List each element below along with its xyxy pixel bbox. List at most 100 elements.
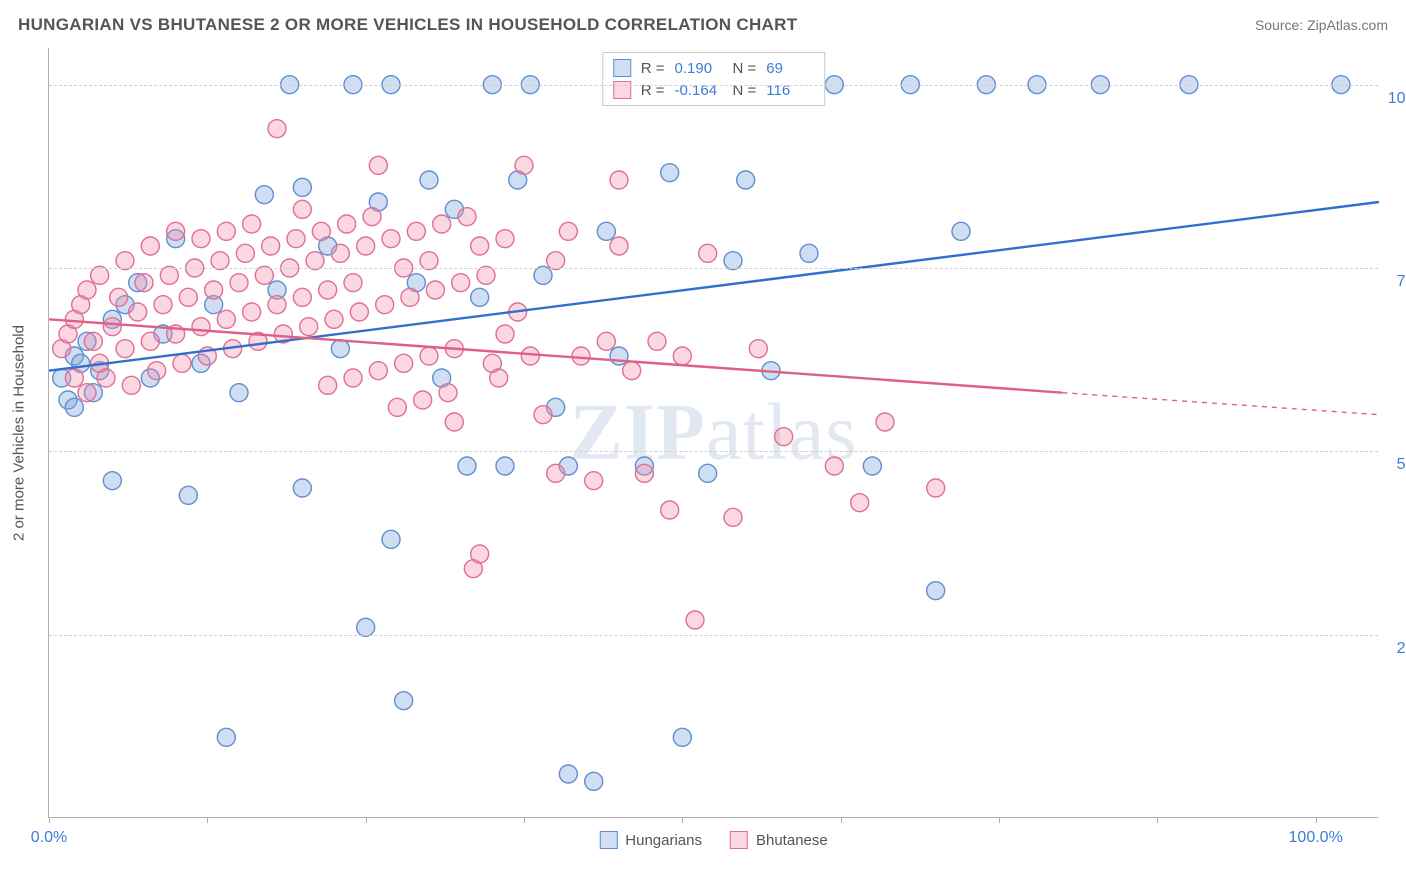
data-point bbox=[673, 728, 691, 746]
data-point bbox=[724, 508, 742, 526]
data-point bbox=[217, 728, 235, 746]
data-point bbox=[661, 164, 679, 182]
x-tick bbox=[1316, 817, 1317, 823]
data-point bbox=[350, 303, 368, 321]
data-point bbox=[154, 296, 172, 314]
x-tick bbox=[207, 817, 208, 823]
data-point bbox=[395, 354, 413, 372]
data-point bbox=[661, 501, 679, 519]
data-point bbox=[135, 274, 153, 292]
x-tick bbox=[49, 817, 50, 823]
data-point bbox=[737, 171, 755, 189]
data-point bbox=[363, 208, 381, 226]
data-point bbox=[610, 237, 628, 255]
data-point bbox=[312, 222, 330, 240]
y-tick-label: 50.0% bbox=[1397, 456, 1406, 474]
gridline-h bbox=[49, 635, 1378, 636]
data-point bbox=[217, 310, 235, 328]
data-point bbox=[420, 171, 438, 189]
data-point bbox=[122, 376, 140, 394]
legend-series: Hungarians Bhutanese bbox=[599, 831, 827, 849]
data-point bbox=[401, 288, 419, 306]
data-point bbox=[97, 369, 115, 387]
data-point bbox=[471, 545, 489, 563]
data-point bbox=[287, 230, 305, 248]
data-point bbox=[268, 120, 286, 138]
data-point bbox=[610, 347, 628, 365]
data-point bbox=[382, 530, 400, 548]
data-point bbox=[110, 288, 128, 306]
data-point bbox=[724, 252, 742, 270]
data-point bbox=[65, 398, 83, 416]
data-point bbox=[331, 340, 349, 358]
data-point bbox=[217, 222, 235, 240]
chart-title: HUNGARIAN VS BHUTANESE 2 OR MORE VEHICLE… bbox=[18, 15, 797, 35]
data-point bbox=[477, 266, 495, 284]
data-point bbox=[559, 765, 577, 783]
title-bar: HUNGARIAN VS BHUTANESE 2 OR MORE VEHICLE… bbox=[18, 15, 1388, 35]
data-point bbox=[376, 296, 394, 314]
data-point bbox=[369, 156, 387, 174]
data-point bbox=[179, 288, 197, 306]
data-point bbox=[243, 215, 261, 233]
legend-series-label: Hungarians bbox=[625, 832, 702, 849]
data-point bbox=[103, 318, 121, 336]
data-point bbox=[319, 281, 337, 299]
data-point bbox=[420, 347, 438, 365]
data-point bbox=[445, 413, 463, 431]
data-point bbox=[800, 244, 818, 262]
data-point bbox=[597, 332, 615, 350]
data-point bbox=[211, 252, 229, 270]
data-point bbox=[84, 332, 102, 350]
plot-area: 2 or more Vehicles in Household ZIPatlas… bbox=[48, 48, 1378, 818]
data-point bbox=[205, 281, 223, 299]
n-label: N = bbox=[733, 60, 757, 77]
data-point bbox=[585, 472, 603, 490]
data-point bbox=[369, 362, 387, 380]
data-point bbox=[648, 332, 666, 350]
data-point bbox=[395, 692, 413, 710]
data-point bbox=[597, 222, 615, 240]
data-point bbox=[331, 244, 349, 262]
data-point bbox=[458, 457, 476, 475]
data-point bbox=[255, 186, 273, 204]
data-point bbox=[91, 266, 109, 284]
data-point bbox=[452, 274, 470, 292]
data-point bbox=[496, 457, 514, 475]
data-point bbox=[357, 618, 375, 636]
data-point bbox=[141, 237, 159, 255]
data-point bbox=[116, 252, 134, 270]
legend-correlation-row: R =-0.164N =116 bbox=[613, 79, 815, 101]
r-value: 0.190 bbox=[675, 60, 723, 77]
data-point bbox=[623, 362, 641, 380]
data-point bbox=[293, 479, 311, 497]
x-tick bbox=[682, 817, 683, 823]
gridline-h bbox=[49, 268, 1378, 269]
chart-svg bbox=[49, 48, 1378, 817]
data-point bbox=[496, 230, 514, 248]
legend-series-item: Bhutanese bbox=[730, 831, 828, 849]
x-tick bbox=[999, 817, 1000, 823]
data-point bbox=[673, 347, 691, 365]
y-tick-label: 75.0% bbox=[1397, 273, 1406, 291]
data-point bbox=[338, 215, 356, 233]
data-point bbox=[420, 252, 438, 270]
n-value: 69 bbox=[766, 60, 814, 77]
data-point bbox=[293, 200, 311, 218]
data-point bbox=[952, 222, 970, 240]
data-point bbox=[388, 398, 406, 416]
data-point bbox=[148, 362, 166, 380]
x-tick bbox=[524, 817, 525, 823]
x-tick bbox=[1157, 817, 1158, 823]
data-point bbox=[414, 391, 432, 409]
data-point bbox=[585, 772, 603, 790]
data-point bbox=[306, 252, 324, 270]
data-point bbox=[496, 325, 514, 343]
source-label: Source: ZipAtlas.com bbox=[1255, 17, 1388, 33]
data-point bbox=[426, 281, 444, 299]
data-point bbox=[547, 252, 565, 270]
legend-swatch bbox=[599, 831, 617, 849]
data-point bbox=[103, 472, 121, 490]
data-point bbox=[230, 274, 248, 292]
y-tick-label: 100.0% bbox=[1388, 90, 1406, 108]
